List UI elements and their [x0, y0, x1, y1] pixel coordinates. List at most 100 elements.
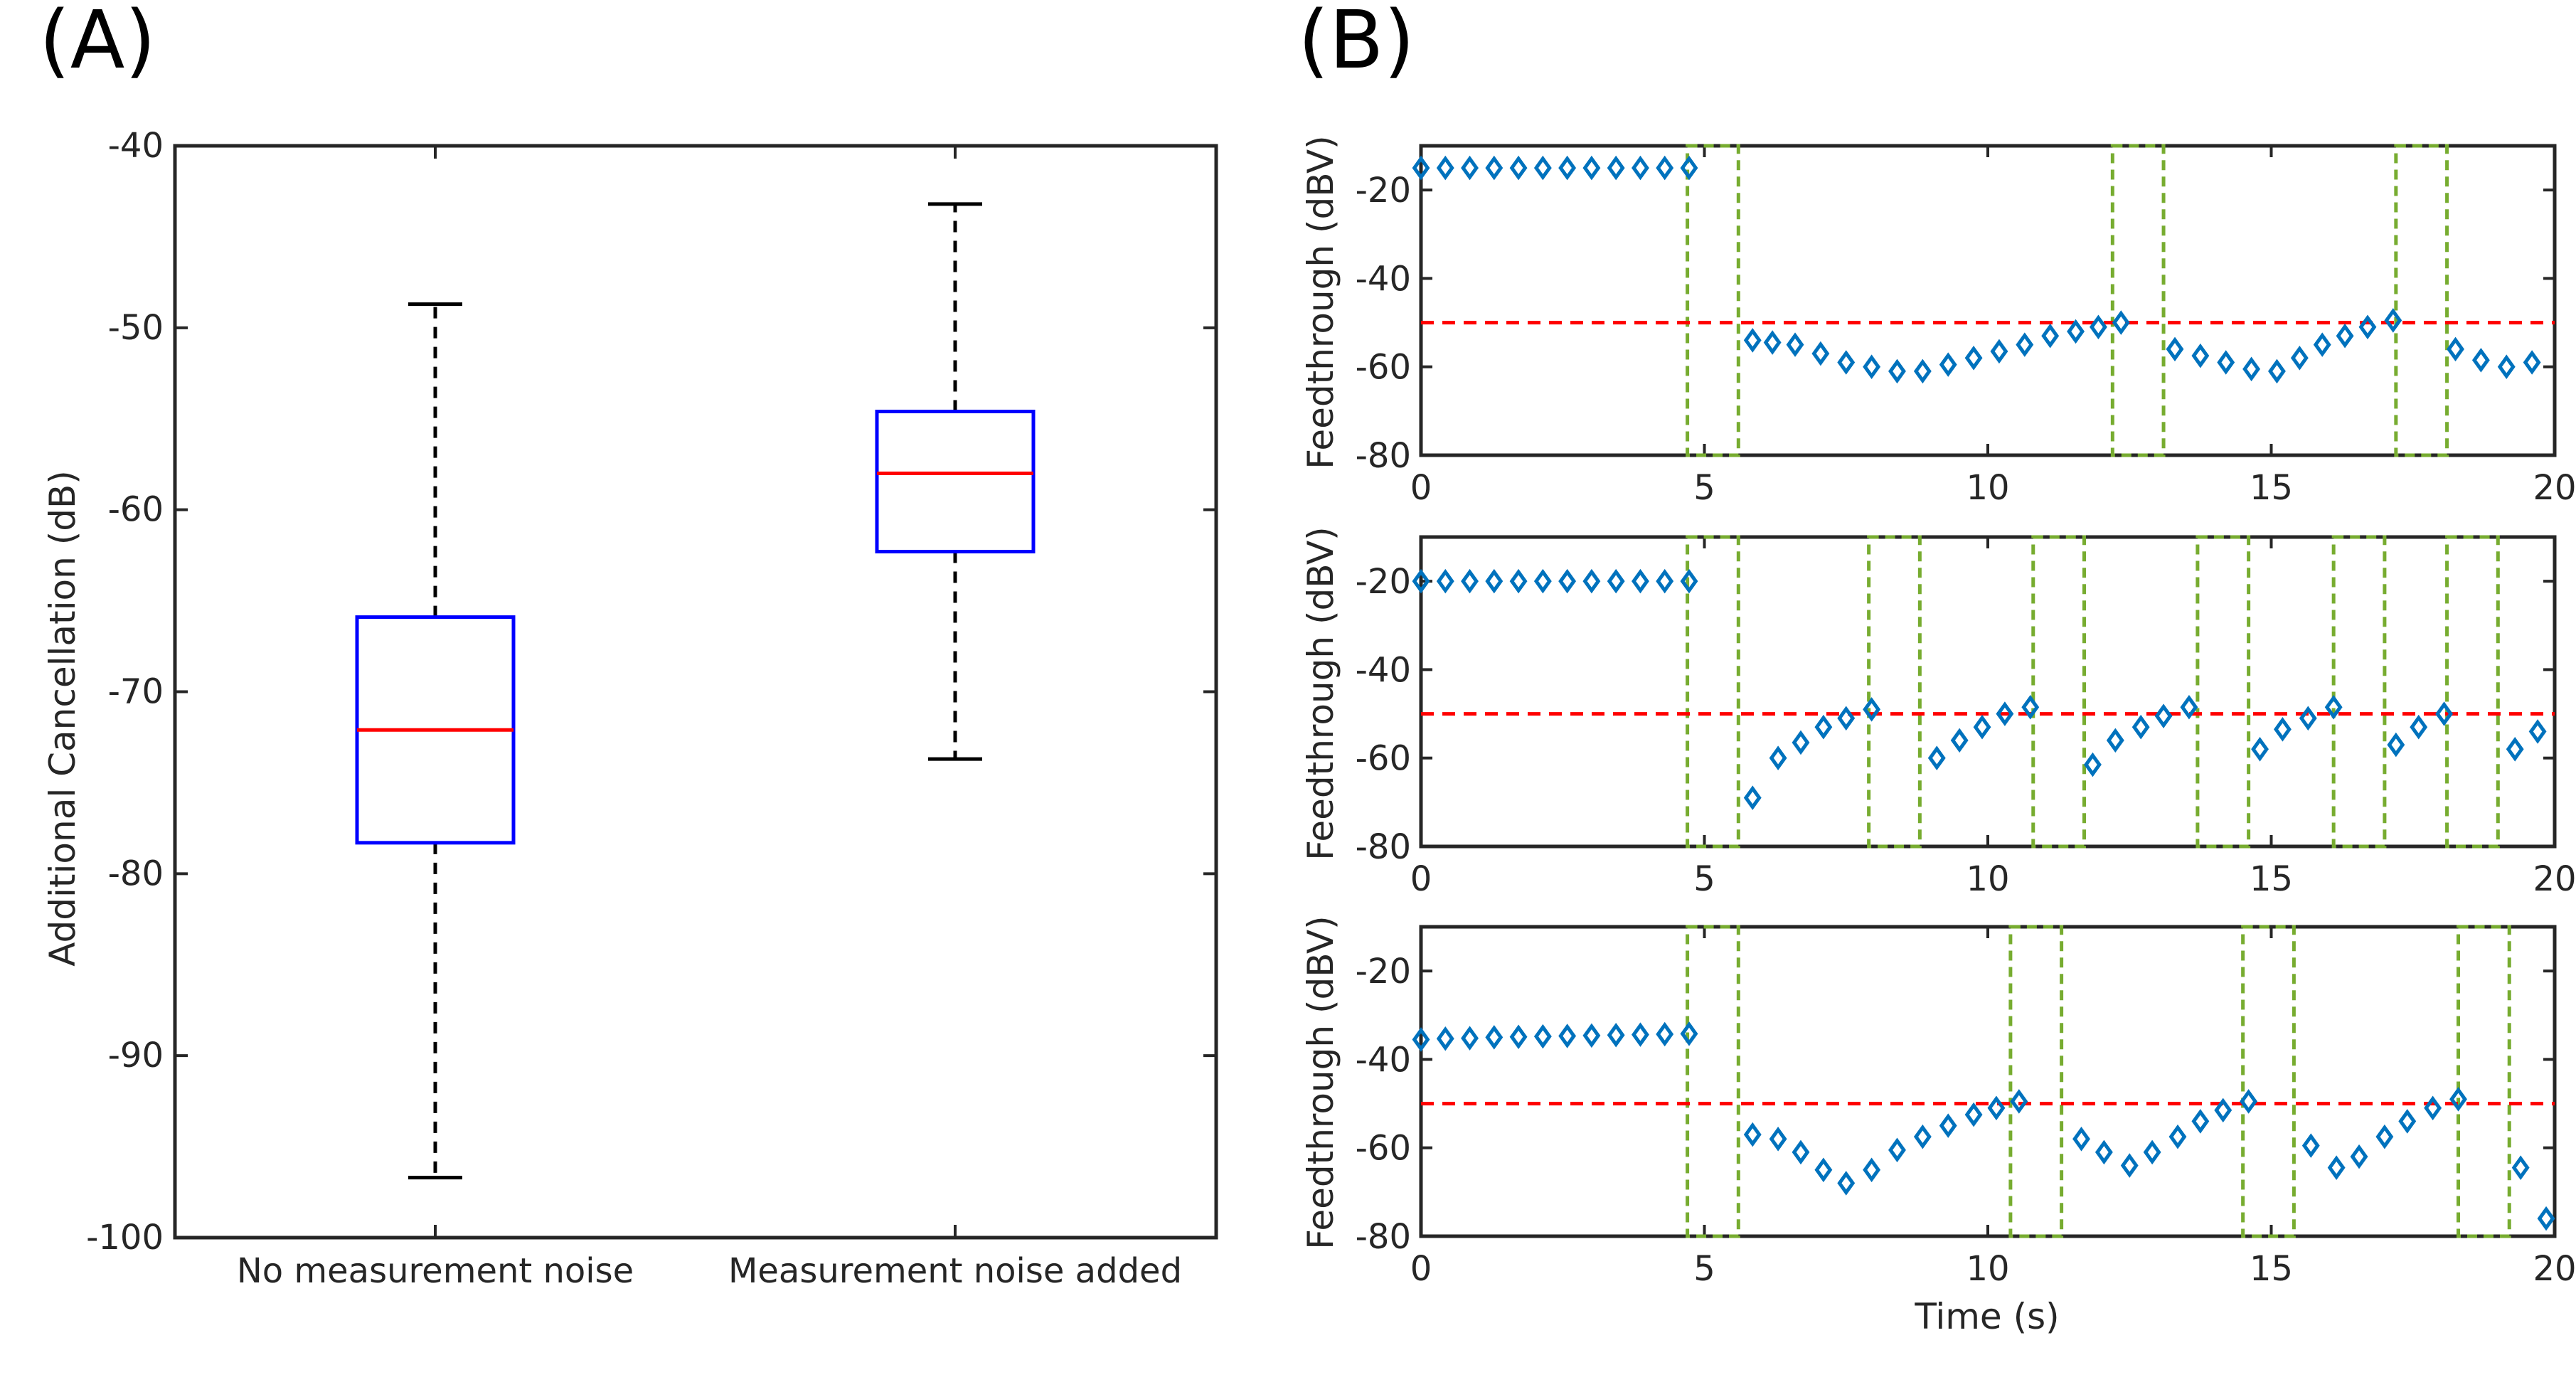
y-tick-label: -90 — [108, 1036, 164, 1075]
adaptation-window — [1686, 144, 1740, 457]
adaptation-window — [2110, 144, 2166, 457]
data-point — [2021, 694, 2040, 720]
data-point — [2506, 737, 2524, 762]
data-point — [2166, 336, 2184, 362]
y-tick-label: -80 — [108, 854, 164, 893]
data-point — [2387, 732, 2405, 758]
data-point — [1786, 332, 1804, 357]
subplot-frame — [1419, 144, 2557, 457]
data-point — [2041, 323, 2060, 349]
data-point — [2299, 706, 2317, 731]
subplot-frame — [1419, 925, 2557, 1238]
boxplot-panel: Additional Cancellation (dB) -40 -50 -60 -7… — [42, 126, 1218, 1291]
data-point — [1837, 350, 1856, 375]
data-point — [2143, 1139, 2161, 1165]
data-point — [2424, 1095, 2442, 1121]
data-point — [1863, 697, 1881, 722]
data-point — [2290, 346, 2309, 371]
adaptation-window — [2445, 535, 2500, 849]
x-tick-label: 0 — [1410, 859, 1432, 899]
data-point — [1485, 155, 1503, 181]
x-tick-label: 5 — [1693, 1249, 1715, 1289]
data-point — [2410, 714, 2428, 740]
data-point — [1792, 730, 1810, 755]
data-point — [1582, 155, 1601, 181]
data-point — [2251, 737, 2269, 762]
data-point — [1973, 714, 1991, 740]
x-tick-label: 20 — [2533, 468, 2576, 508]
x-tick-label: 10 — [1966, 468, 2009, 508]
feedthrough-subplot-3: Feedthrough (dBV) Time (s) -20 -40 -60 -800… — [1300, 915, 2576, 1337]
data-point — [1461, 568, 1479, 594]
data-point — [1485, 1025, 1503, 1050]
data-point — [1913, 1124, 1932, 1149]
x-tick-label: 5 — [1693, 859, 1715, 899]
y-tick-label: -20 — [1356, 171, 1411, 211]
data-point — [1533, 568, 1552, 594]
data-point — [2072, 1127, 2090, 1152]
data-point — [2523, 350, 2541, 375]
data-point — [2336, 323, 2354, 349]
x-tick-label: 15 — [2250, 468, 2293, 508]
data-point — [2301, 1133, 2320, 1158]
data-point — [2154, 703, 2173, 728]
data-point — [2095, 1139, 2113, 1165]
data-point — [1509, 155, 1528, 181]
data-point — [1888, 1137, 1906, 1163]
data-point — [2273, 717, 2292, 742]
boxplot-marks — [355, 202, 1036, 1180]
data-point — [1607, 568, 1625, 594]
data-point — [2497, 354, 2516, 379]
x-tick-label: 10 — [1966, 1249, 2009, 1289]
adaptation-window — [2457, 925, 2511, 1238]
data-point — [2537, 1206, 2555, 1231]
data-point — [1964, 1102, 1983, 1127]
data-point — [1436, 568, 1454, 594]
data-point — [2106, 728, 2124, 753]
y-tick-label: -80 — [1356, 1217, 1411, 1257]
category-label-no-noise: No measurement noise — [237, 1251, 634, 1291]
data-point — [2120, 1153, 2139, 1178]
panel-a-label: (A) — [39, 0, 156, 87]
data-point — [2191, 343, 2210, 368]
data-point — [2240, 1089, 2258, 1114]
adaptation-window — [2331, 535, 2387, 849]
data-point — [1558, 1024, 1577, 1048]
data-point — [2010, 1089, 2028, 1114]
data-point — [2471, 348, 2490, 373]
data-point — [1533, 1024, 1552, 1049]
data-point — [2384, 308, 2402, 333]
y-tick-label: -70 — [108, 672, 164, 712]
data-point — [1964, 346, 1983, 371]
data-point — [1412, 155, 1430, 181]
data-point — [2016, 332, 2034, 357]
y-tick-label: -20 — [1356, 562, 1411, 602]
data-point — [2350, 1144, 2368, 1169]
data-point — [2375, 1124, 2394, 1149]
y-tick-label: -60 — [108, 490, 164, 530]
data-point — [1680, 1021, 1698, 1046]
data-point — [1631, 1022, 1649, 1047]
data-point — [1996, 701, 2014, 726]
data-point — [1680, 568, 1698, 594]
data-point — [2358, 314, 2377, 340]
y-tick-label: -60 — [1356, 348, 1411, 388]
data-point — [1814, 1157, 1833, 1183]
data-point — [2112, 310, 2130, 335]
data-point — [1913, 358, 1932, 384]
data-point — [1680, 155, 1698, 181]
data-point — [1461, 155, 1479, 181]
y-tick-label: -80 — [1356, 436, 1411, 476]
data-point — [2268, 358, 2286, 384]
y-tick-label: -40 — [1356, 1040, 1411, 1080]
x-tick-label: 5 — [1693, 468, 1715, 508]
data-point — [1939, 352, 1957, 377]
x-tick-label: 20 — [2533, 1249, 2576, 1289]
data-point — [1412, 1027, 1430, 1052]
subplot-2-y-axis-title: Feedthrough (dBV) — [1300, 526, 1341, 860]
data-point — [1509, 1024, 1528, 1050]
data-point — [1743, 785, 1762, 810]
y-tick-label: -40 — [108, 126, 164, 166]
data-point — [1412, 568, 1430, 594]
data-point — [2324, 694, 2343, 720]
